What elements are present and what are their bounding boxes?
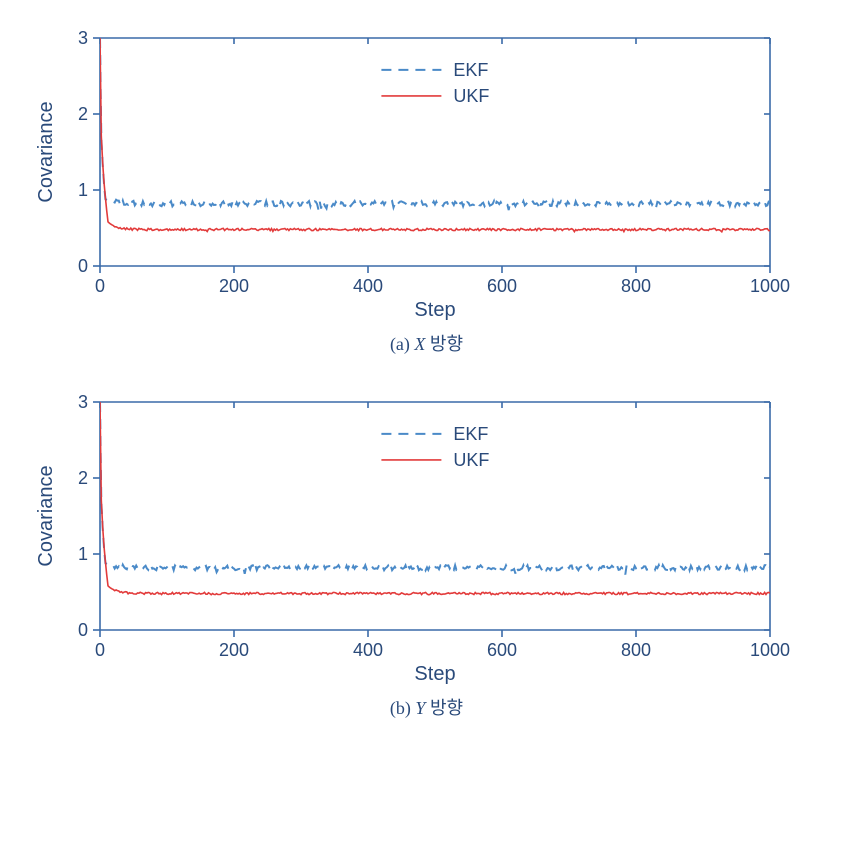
caption-variable: X [414, 334, 425, 354]
x-tick-label: 0 [95, 276, 105, 296]
x-tick-label: 600 [487, 640, 517, 660]
legend: EKF UKF [381, 424, 489, 470]
legend: EKF UKF [381, 60, 489, 106]
x-tick-label: 200 [219, 640, 249, 660]
series-group [100, 402, 770, 595]
series-ekf [100, 38, 770, 210]
x-tick-label: 400 [353, 276, 383, 296]
y-tick-label: 3 [78, 28, 88, 48]
chart-panel: 0 200 400 600 800 1000 0 1 2 3 Step Covariance EKF UK… [20, 384, 833, 684]
y-tick-label: 1 [78, 180, 88, 200]
caption-prefix: (a) [390, 334, 410, 354]
x-tick-label: 1000 [750, 640, 790, 660]
legend-label-ekf: EKF [453, 424, 488, 444]
caption-prefix: (b) [390, 698, 411, 718]
y-tick-label: 1 [78, 544, 88, 564]
x-ticks: 0 200 400 600 800 1000 [95, 38, 790, 296]
y-axis-label: Covariance [35, 465, 57, 566]
legend-label-ukf: UKF [453, 450, 489, 470]
axes [100, 38, 770, 266]
series-group [100, 38, 770, 232]
x-axis-label: Step [414, 663, 455, 684]
covariance-chart: 0 200 400 600 800 1000 0 1 2 3 Step Covariance EKF UK… [20, 20, 790, 320]
series-ekf [100, 402, 770, 575]
legend-label-ukf: UKF [453, 86, 489, 106]
caption-variable: Y [415, 698, 425, 718]
legend-label-ekf: EKF [453, 60, 488, 80]
axes [100, 402, 770, 630]
x-tick-label: 800 [621, 640, 651, 660]
chart-caption: (b) Y 방향 [20, 694, 833, 720]
x-tick-label: 0 [95, 640, 105, 660]
y-tick-label: 0 [78, 620, 88, 640]
chart-panel: 0 200 400 600 800 1000 0 1 2 3 Step Covariance EKF UK… [20, 20, 833, 320]
x-tick-label: 800 [621, 276, 651, 296]
y-tick-label: 2 [78, 468, 88, 488]
x-ticks: 0 200 400 600 800 1000 [95, 402, 790, 660]
chart-caption: (a) X 방향 [20, 330, 833, 356]
y-ticks: 0 1 2 3 [78, 392, 770, 640]
x-tick-label: 400 [353, 640, 383, 660]
figure-container: 020040060080010000123StepCovarianceEKFUK… [20, 20, 833, 720]
x-tick-label: 1000 [750, 276, 790, 296]
series-ukf [100, 402, 770, 595]
caption-suffix: 방향 [425, 334, 463, 354]
caption-suffix: 방향 [425, 698, 463, 718]
x-tick-label: 200 [219, 276, 249, 296]
y-axis-label: Covariance [35, 101, 57, 202]
covariance-chart: 0 200 400 600 800 1000 0 1 2 3 Step Covariance EKF UK… [20, 384, 790, 684]
x-tick-label: 600 [487, 276, 517, 296]
y-tick-label: 3 [78, 392, 88, 412]
y-tick-label: 0 [78, 256, 88, 276]
y-ticks: 0 1 2 3 [78, 28, 770, 276]
x-axis-label: Step [414, 299, 455, 320]
y-tick-label: 2 [78, 104, 88, 124]
